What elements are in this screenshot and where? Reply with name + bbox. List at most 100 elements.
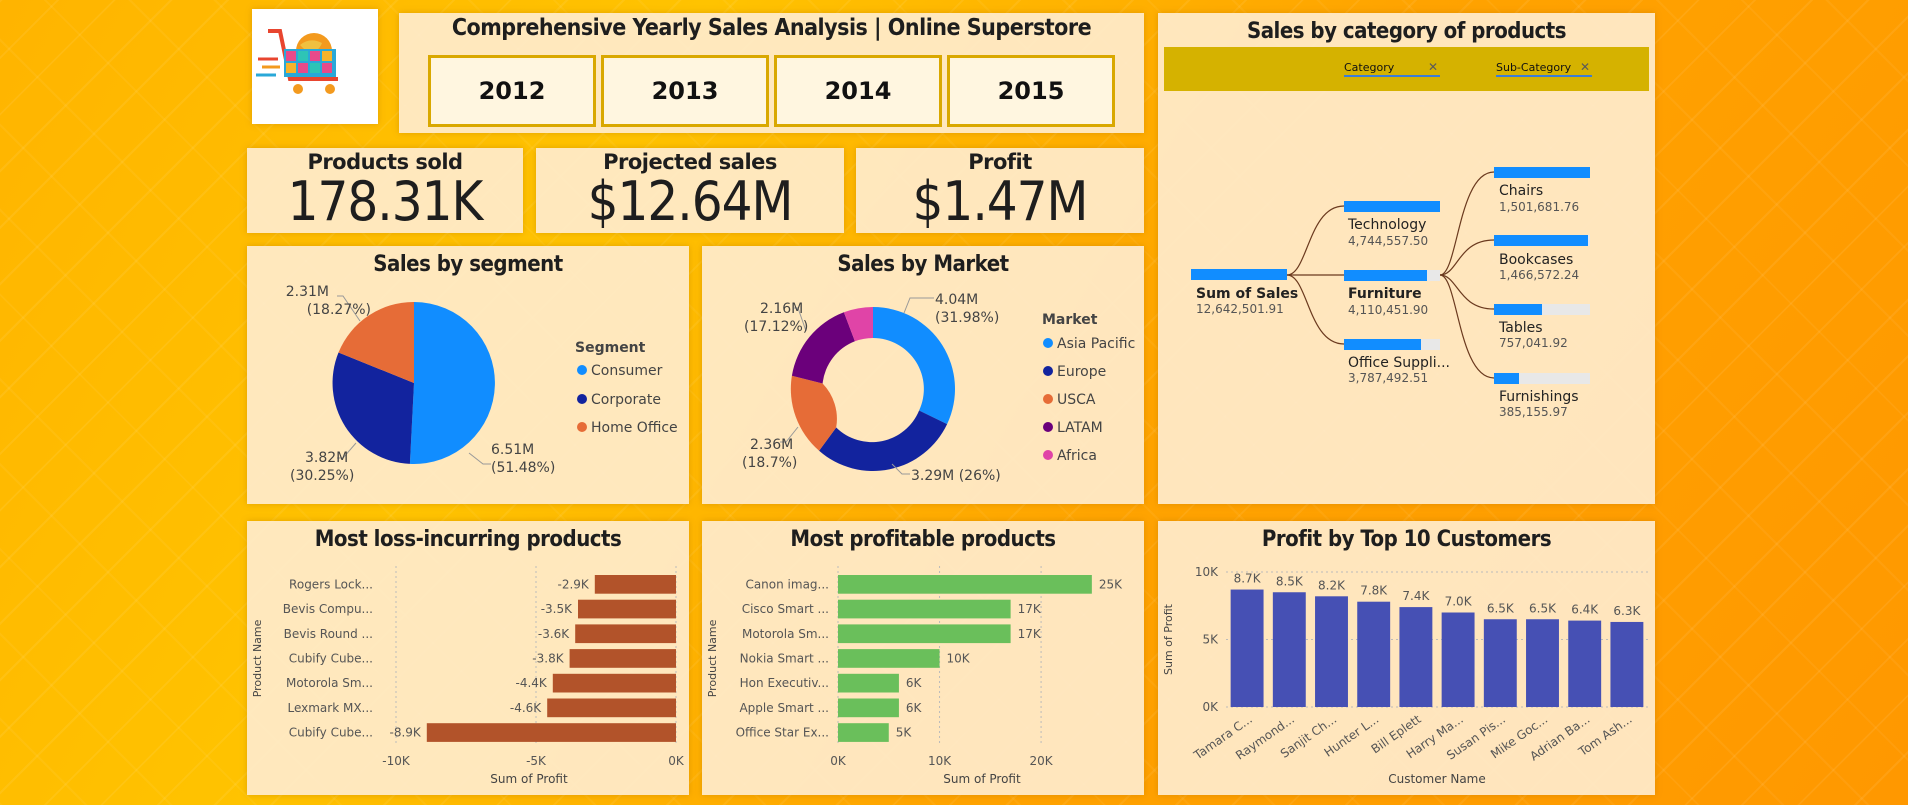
y-tick-label: Rogers Lock... [289,577,373,591]
legend-home-office: Home Office [591,420,678,436]
y-tick-label: Apple Smart ... [739,701,829,715]
bar [838,599,1011,619]
shopping-cart-logo [256,29,338,94]
filter-chip-label: Sub-Category [1496,61,1572,74]
data-label: 6.3K [1613,604,1641,618]
bar [1272,592,1306,707]
y-tick-label: Bevis Compu... [283,602,373,616]
label-consumer-pct: (51.48%) [491,460,555,476]
x-tick-label: 10K [928,754,952,768]
x-tick-label: 20K [1030,754,1054,768]
bar [426,723,676,742]
profit-bar-chart[interactable]: 0K 10K 20K Canon imag... 25K Cisco Smart ... 1… [702,521,1144,795]
tree-sub-furnishings-value: 385,155.97 [1499,405,1568,419]
y-tick-label: Office Star Ex... [736,726,829,740]
tree-sub-chairs: Chairs [1499,183,1543,199]
bar [838,624,1011,644]
tree-sub-bookcases-value: 1,466,572.24 [1499,268,1579,282]
tree-cat-technology-value: 4,744,557.50 [1348,234,1428,248]
loss-chart-title: Most loss-incurring products [314,527,622,552]
data-label: 25K [1099,577,1123,591]
bar [838,673,899,693]
close-icon[interactable]: ✕ [1579,60,1590,74]
data-label: 10K [947,651,971,665]
label-asia-pct: (31.98%) [935,310,999,326]
data-label: 17K [1018,627,1042,641]
y-axis-title: Product Name [251,619,264,697]
donut-slice-asia-pacific [873,307,955,425]
x-tick-label: -10K [382,754,411,768]
tree-filter-bar: Category ✕ Sub-Category ✕ [1164,47,1649,91]
tree-title: Sales by category of products [1246,19,1567,44]
tree-cat-technology: Technology [1347,217,1426,233]
y-axis-title: Product Name [706,619,719,697]
y-tick-label: Motorola Sm... [286,676,373,690]
x-tick-label: -5K [526,754,547,768]
data-label: 7.0K [1445,595,1473,609]
bar [1526,619,1559,707]
y-tick-label: 10K [1195,565,1219,579]
bar [838,649,940,668]
filter-chip-category[interactable]: Category ✕ [1344,60,1440,77]
y-tick-label: Lexmark MX... [287,701,373,715]
data-label: 8.7K [1234,572,1262,586]
label-corporate-pct: (30.25%) [290,468,354,484]
tree-sub-tables-value: 757,041.92 [1499,336,1568,350]
data-label: 6K [906,701,923,715]
tree-cat-furniture-value: 4,110,451.90 [1348,303,1428,317]
bar [1357,601,1391,707]
y-tick-label: 5K [1202,633,1219,647]
pie-slice-corporate [332,352,414,464]
kpi-title: Projected sales [603,150,777,174]
tree-sub-bookcases: Bookcases [1499,252,1573,268]
bar [1315,596,1348,707]
tree-root-value: 12,642,501.91 [1196,302,1284,316]
loss-bar-chart[interactable]: -10K -5K 0K Rogers Lock... -2.9K Bevis Compu.… [247,521,689,795]
filter-chip-label: Category [1344,61,1395,74]
legend-africa: Africa [1057,448,1097,464]
y-tick-label: 0K [1202,700,1219,714]
filter-chip-sub-category[interactable]: Sub-Category ✕ [1496,60,1592,77]
x-axis-title: Customer Name [1388,772,1486,786]
decomposition-tree[interactable]: Sum of Sales 12,642,501.91 Technology 4,… [1158,13,1655,504]
legend-usca: USCA [1057,392,1096,408]
market-donut-chart[interactable]: 4.04M (31.98%) 3.29M (26%) 2.36M (18.7%)… [702,246,1144,504]
data-label: 5K [896,726,913,740]
label-consumer-value: 6.51M [491,442,534,458]
label-home-value: 2.31M [286,284,329,300]
year-button-2012[interactable]: 2012 [428,55,596,127]
kpi-title: Products sold [307,150,463,174]
year-button-2013[interactable]: 2013 [601,55,769,127]
close-icon[interactable]: ✕ [1427,60,1438,74]
label-asia-value: 4.04M [935,292,978,308]
data-label: -3.6K [538,627,570,641]
kpi-products-sold: Products sold 178.31K [247,148,523,233]
y-tick-label: Canon imag... [745,577,829,591]
profitable-products-panel: Most profitable products 0K 10K 20K Canon i… [702,521,1144,795]
bar [552,673,676,693]
bar [1568,620,1602,707]
dashboard-title: Comprehensive Yearly Sales Analysis | On… [451,15,1092,41]
label-latam-value: 2.16M [760,301,803,317]
data-label: 8.2K [1318,578,1346,592]
bar [575,624,676,644]
tree-sub-chairs-value: 1,501,681.76 [1499,200,1579,214]
data-label: -4.4K [516,676,548,690]
kpi-value: $12.64M [587,170,794,233]
label-latam-pct: (17.12%) [744,319,808,335]
data-label: -4.6K [510,701,542,715]
segment-pie-chart[interactable]: 6.51M (51.48%) 3.82M (30.25%) 2.31M (18.… [247,246,689,504]
year-button-2014[interactable]: 2014 [774,55,942,127]
year-button-2015[interactable]: 2015 [947,55,1115,127]
bar [838,575,1092,594]
tree-cat-office: Office Suppli... [1348,355,1450,371]
category-tree-panel: Sales by category of products Category ✕… [1158,13,1655,504]
legend-europe: Europe [1057,364,1106,380]
bar [547,698,676,718]
legend-asia-pacific: Asia Pacific [1057,336,1135,352]
data-label: 6K [906,676,923,690]
bar [1441,612,1475,707]
tree-sub-furnishings: Furnishings [1499,389,1579,405]
market-title: Sales by Market [837,252,1009,277]
